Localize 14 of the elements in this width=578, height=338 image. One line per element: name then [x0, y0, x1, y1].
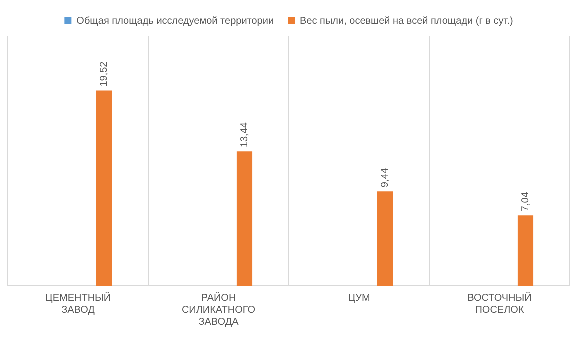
x-tick-label: РАЙОН СИЛИКАТНОГО ЗАВОДА: [182, 290, 256, 328]
data-label: 7,04: [520, 192, 532, 212]
bar: [377, 192, 394, 286]
x-tick-label: ЦУМ: [348, 292, 370, 304]
data-label: 9,44: [380, 168, 391, 188]
data-label: 13,44: [239, 122, 250, 148]
bar: [96, 90, 112, 286]
legend-label: Общая площадь исследуемой территории: [76, 16, 274, 27]
data-label: 19,52: [98, 61, 110, 87]
bar: [236, 152, 253, 286]
x-tick-label: ЦЕМЕНТНЫЙ ЗАВОД: [45, 290, 112, 316]
legend-label: Вес пыли, осевшей на всей площади (г в сут.): [300, 16, 514, 27]
bar: [518, 216, 534, 286]
x-tick-label: ВОСТОЧНЫЙ ПОСЕЛОК: [468, 290, 532, 316]
